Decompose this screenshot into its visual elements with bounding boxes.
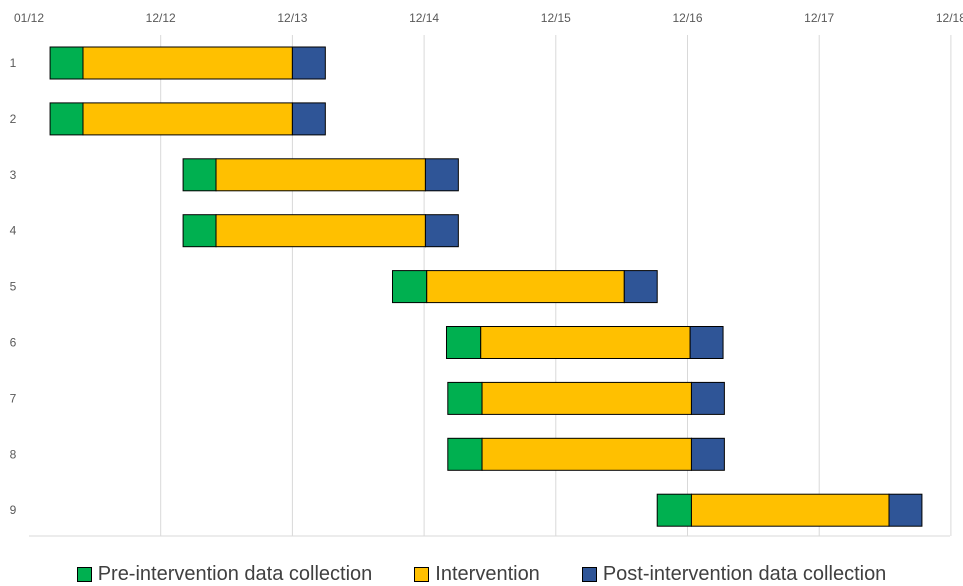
bar-row-6-pre-intervention [445,326,482,359]
bar-row-5-post-intervention [623,270,658,304]
bar-row-5-intervention [426,270,625,304]
bar-row-1-intervention [82,46,293,80]
y-tick-label: 8 [10,447,17,461]
bar-row-8-intervention [481,437,692,471]
bar-row-7-intervention [481,381,692,415]
x-tick-label: 12/12 [146,11,176,25]
bar-row-9-pre-intervention [656,493,692,527]
bar-row-3-intervention [215,158,426,192]
y-tick-label: 4 [10,224,17,238]
x-tick-label: 12/14 [409,11,439,25]
bar-row-5-pre-intervention [391,270,428,304]
y-tick-label: 7 [10,391,17,405]
bar-row-2-post-intervention [291,102,326,136]
legend-swatch-pre-intervention [76,566,92,582]
x-axis-tick-labels: 01/12 12/12 12/13 12/14 12/15 12/16 12/17 12/18 [14,11,963,25]
legend-item-intervention: Intervention [414,563,540,586]
legend-swatch-intervention [414,566,430,582]
y-tick-label: 9 [10,503,17,517]
bar-row-7-post-intervention [690,381,725,415]
bar-row-8-pre-intervention [447,437,483,471]
x-tick-label: 12/13 [277,11,307,25]
y-tick-label: 2 [10,112,17,126]
bar-row-6-post-intervention [689,326,724,359]
bar-row-1-pre-intervention [49,46,84,80]
bar-row-4-intervention [215,214,426,248]
y-tick-label: 3 [10,168,17,182]
bar-row-6-intervention [480,326,691,359]
bar-row-2-pre-intervention [49,102,84,136]
bar-row-8-post-intervention [690,437,725,471]
x-tick-label: 12/17 [804,11,834,25]
x-tick-label: 12/15 [541,11,571,25]
bars [49,46,923,527]
bar-row-2-intervention [82,102,293,136]
bar-row-9-post-intervention [888,493,923,527]
legend-label-pre-intervention: Pre-intervention data collection [97,562,373,585]
legend: Pre-intervention data collection Interve… [0,563,963,585]
y-axis-tick-labels: 1 2 3 4 5 6 7 8 9 [10,56,17,517]
bar-row-4-post-intervention [424,214,459,248]
bar-row-7-pre-intervention [447,381,483,415]
bar-row-3-pre-intervention [182,158,217,192]
y-tick-label: 1 [10,56,17,70]
legend-swatch-post-intervention [581,566,597,582]
x-tick-label: 12/18 [936,11,963,25]
x-tick-label: 01/12 [14,11,44,25]
legend-label-post-intervention: Post-intervention data collection [602,562,887,585]
legend-item-post-intervention: Post-intervention data collection [581,562,887,586]
bar-row-4-pre-intervention [182,214,217,248]
bar-row-9-intervention [690,493,890,527]
y-tick-label: 6 [10,336,17,350]
x-tick-label: 12/16 [672,11,702,25]
legend-item-pre-intervention: Pre-intervention data collection [76,562,373,586]
legend-label-intervention: Intervention [435,562,540,585]
bar-row-1-post-intervention [291,46,326,80]
bar-row-3-post-intervention [424,158,459,192]
y-tick-label: 5 [10,280,17,294]
